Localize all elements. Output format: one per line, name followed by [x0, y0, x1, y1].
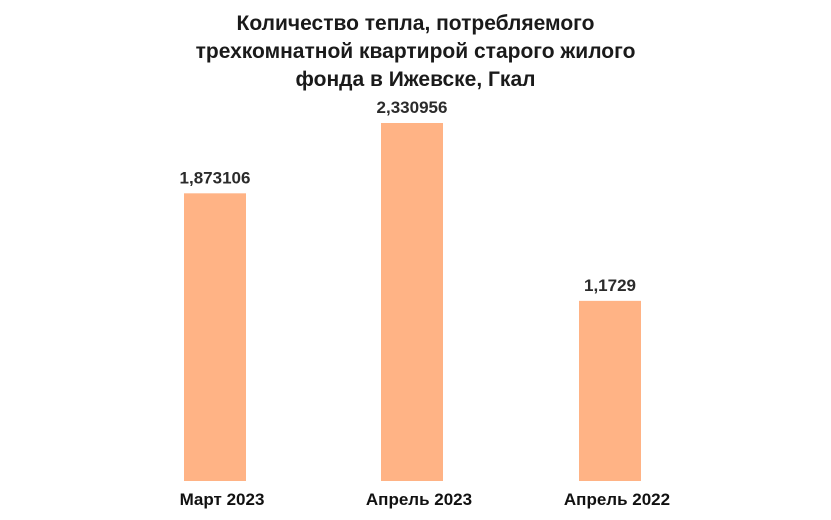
chart-title: Количество тепла, потребляемого трехкомн…: [195, 12, 636, 91]
data-label-2: 2,330956: [377, 98, 448, 117]
data-label-3: 1,1729: [584, 276, 636, 295]
bar-3: [579, 300, 641, 481]
category-label-1: Март 2023: [180, 490, 265, 509]
category-label-2: Апрель 2023: [366, 490, 472, 509]
bar-1: [184, 193, 246, 481]
data-label-1: 1,873106: [180, 168, 251, 187]
bar-2: [381, 123, 443, 481]
category-label-3: Апрель 2022: [564, 490, 670, 509]
